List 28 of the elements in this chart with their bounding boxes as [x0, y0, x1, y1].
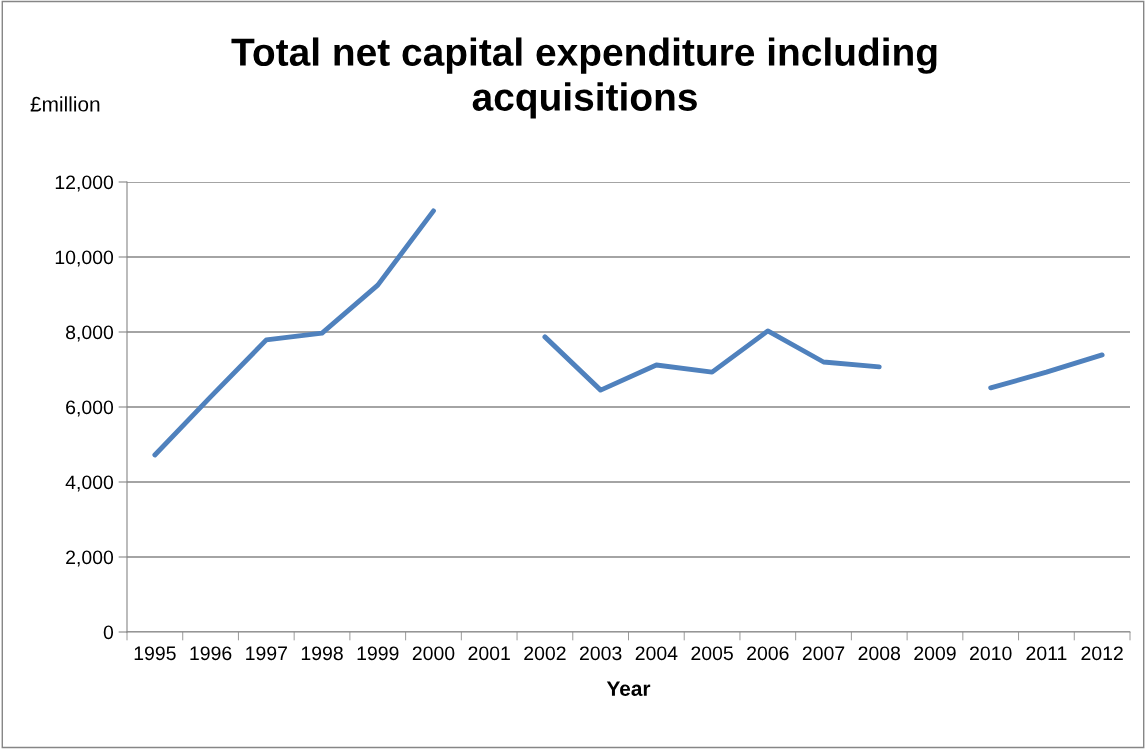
- x-axis-title: Year: [606, 681, 651, 696]
- x-tick-label: 2002: [524, 646, 566, 661]
- y-tick-label: 10,000: [55, 250, 114, 267]
- x-tick-label: 2008: [858, 646, 901, 661]
- x-tick-label: 2001: [468, 646, 510, 661]
- y-tick-label: 2,000: [66, 550, 114, 567]
- x-tick-label: 2000: [412, 646, 455, 661]
- x-tick-label: 1998: [301, 646, 343, 661]
- y-tick-label: 6,000: [66, 400, 114, 417]
- x-tick-label: 2012: [1081, 646, 1123, 661]
- y-tick-label: 0: [103, 625, 114, 640]
- x-tick-label: 2010: [970, 646, 1012, 661]
- x-tick-label: 1995: [134, 646, 176, 661]
- y-tick-label: 8,000: [66, 325, 114, 342]
- x-tick-label: 1999: [357, 646, 399, 661]
- y-tick-label: 4,000: [65, 475, 114, 492]
- chart-title: Total net capital expenditure including acquisitions: [231, 37, 937, 119]
- x-tick-label: 2003: [579, 646, 622, 661]
- x-tick-label: 1996: [190, 646, 232, 661]
- x-tick-label: 2007: [802, 646, 845, 661]
- y-tick-label: 12,000: [55, 175, 114, 192]
- x-tick-label: 2004: [635, 646, 678, 661]
- x-tick-label: 2005: [691, 646, 733, 661]
- x-tick-label: 2009: [914, 646, 956, 661]
- y-axis-title: £million: [30, 96, 100, 112]
- x-tick-label: 2006: [747, 646, 789, 661]
- x-tick-label: 1997: [246, 646, 287, 661]
- x-tick-label: 2011: [1026, 646, 1067, 661]
